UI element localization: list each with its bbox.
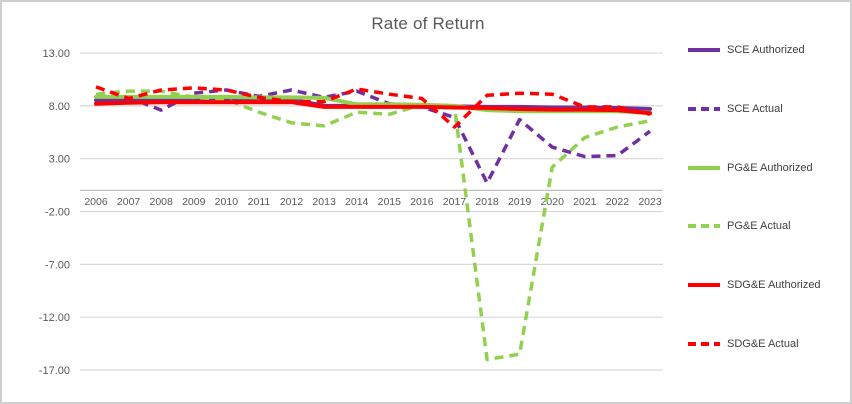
x-axis-tick-label: 2015 (378, 196, 402, 208)
chart-legend: SCE Authorized SCE Actual PG&E Authorized P… (688, 44, 848, 350)
x-axis-tick-label: 2021 (573, 196, 597, 208)
series-line-sdg-e-actual (95, 85, 651, 129)
legend-label: SCE Authorized (727, 44, 805, 56)
solid-line-swatch-icon (688, 283, 720, 288)
x-axis-tick-label: 2014 (345, 196, 369, 208)
legend-item: SCE Authorized (688, 44, 848, 56)
series-line-sdg-e-authorized (94, 100, 652, 116)
x-axis-tick-label: 2006 (84, 196, 108, 208)
dashed-line-swatch-icon (688, 106, 720, 111)
series-line-pg-e-actual (95, 89, 651, 362)
legend-item: SDG&E Authorized (688, 279, 848, 291)
solid-line-swatch-icon (688, 48, 720, 52)
dashed-line-swatch-icon (688, 341, 720, 346)
dashed-line-swatch-icon (688, 224, 720, 229)
y-axis-tick-label: -12.00 (39, 312, 70, 324)
y-axis-tick-label: 13.00 (42, 48, 70, 60)
x-axis-tick-label: 2016 (410, 196, 434, 208)
x-axis-tick-label: 2022 (606, 196, 630, 208)
legend-label: PG&E Authorized (727, 161, 813, 174)
legend-label: SDG&E Actual (727, 337, 799, 350)
x-axis-tick-label: 2011 (248, 196, 271, 208)
y-axis-tick-label: -17.00 (39, 365, 70, 377)
legend-label: PG&E Actual (727, 220, 791, 233)
x-axis-tick-label: 2013 (312, 196, 336, 208)
y-axis-tick-label: 3.00 (49, 154, 70, 166)
x-axis-tick-label: 2020 (541, 196, 565, 208)
x-axis-tick-label: 2019 (508, 196, 532, 208)
legend-item: PG&E Actual (688, 220, 848, 232)
solid-line-swatch-icon (688, 165, 720, 170)
y-axis-tick-label: -2.00 (45, 207, 70, 219)
legend-item: PG&E Authorized (688, 162, 848, 174)
legend-item: SDG&E Actual (688, 338, 848, 350)
y-axis-tick-label: -7.00 (45, 259, 70, 271)
legend-item: SCE Actual (688, 103, 848, 115)
legend-label: SDG&E Authorized (727, 279, 821, 292)
x-axis-tick-label: 2010 (215, 196, 239, 208)
x-axis-tick-label: 2018 (475, 196, 499, 208)
x-axis-tick-label: 2017 (443, 196, 467, 208)
x-axis-tick-label: 2009 (182, 196, 206, 208)
legend-label: SCE Actual (727, 102, 783, 115)
y-axis-tick-label: 8.00 (49, 101, 70, 113)
x-axis-tick-label: 2012 (280, 196, 304, 208)
x-axis-tick-label: 2007 (117, 196, 141, 208)
x-axis-tick-label: 2008 (149, 196, 173, 208)
x-axis-tick-label: 2023 (638, 196, 662, 208)
chart-title: Rate of Return (371, 14, 485, 33)
